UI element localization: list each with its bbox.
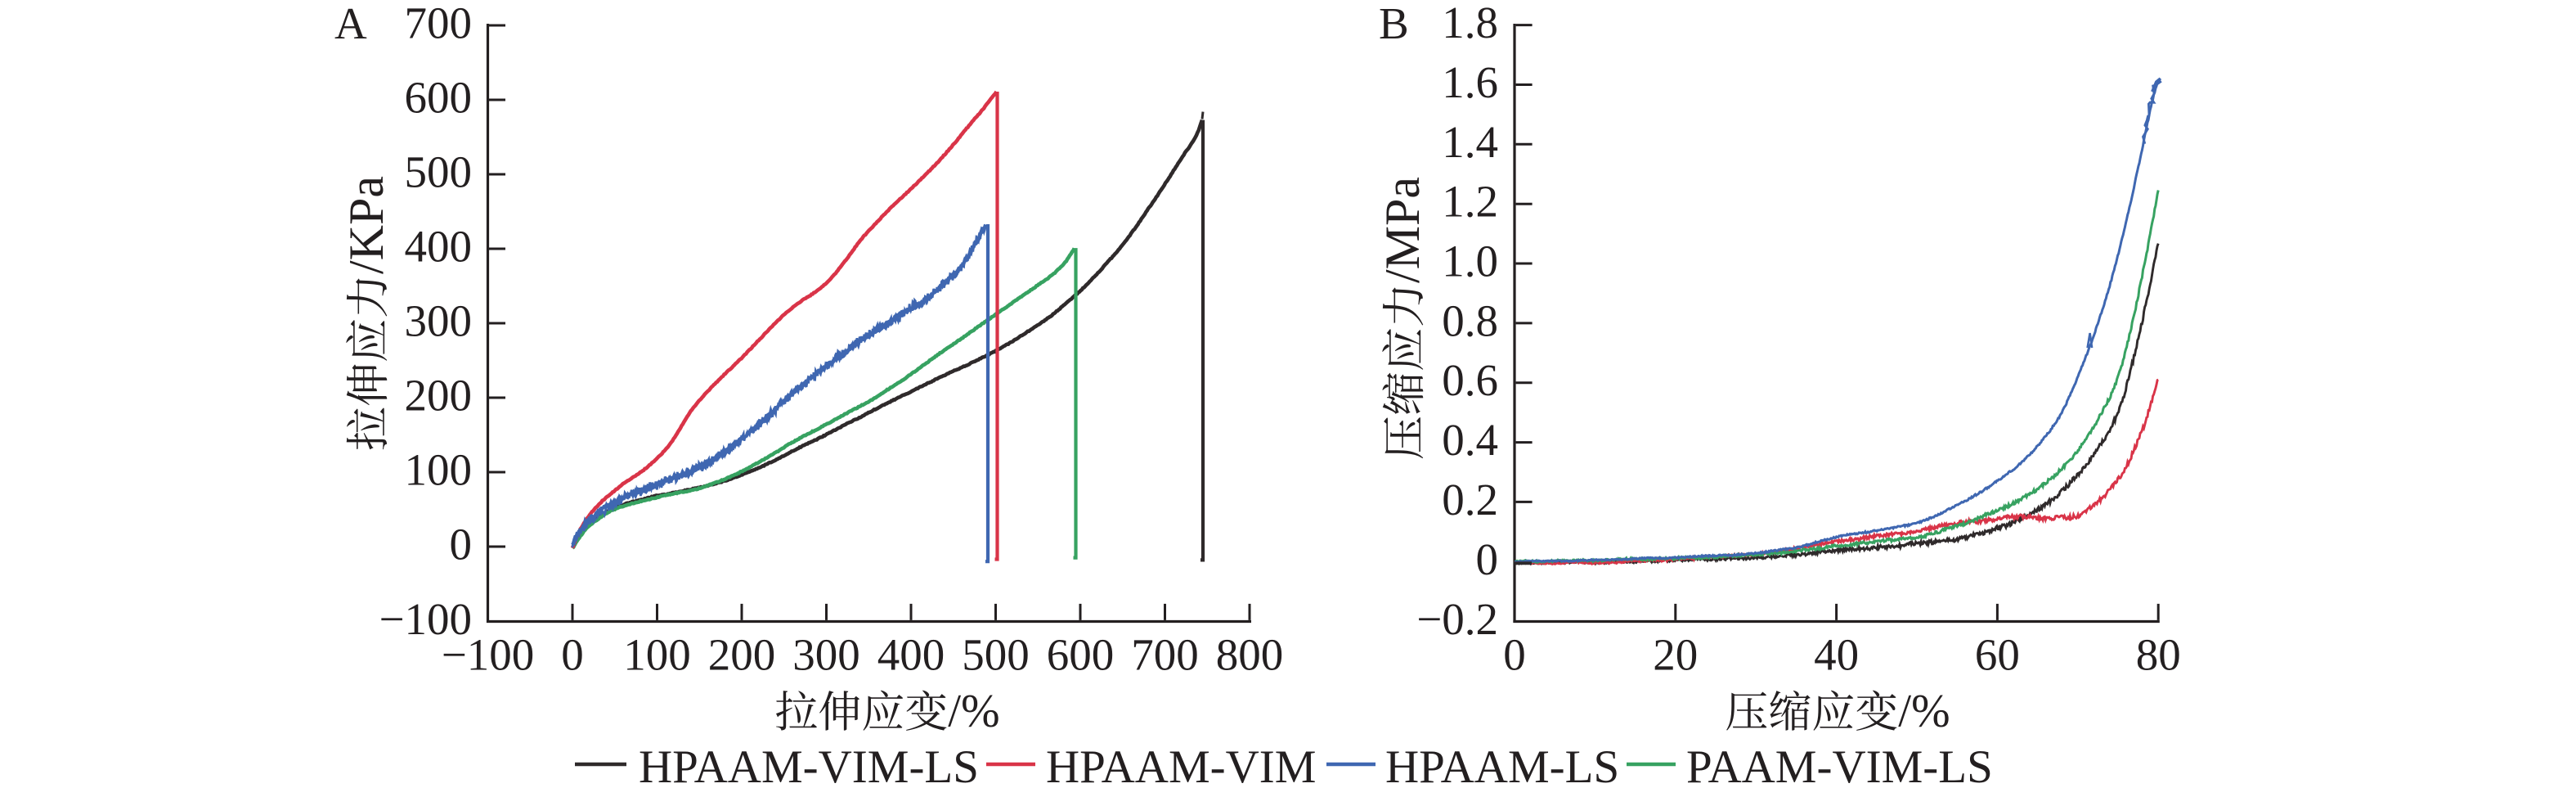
svg-text:0.2: 0.2 [1442,475,1498,525]
svg-text:60: 60 [1975,630,2020,680]
svg-text:−100: −100 [442,630,535,680]
svg-text:HPAAM-VIM: HPAAM-VIM [1046,741,1316,793]
svg-text:1.4: 1.4 [1442,117,1498,167]
svg-text:800: 800 [1216,630,1284,680]
svg-text:1.6: 1.6 [1442,57,1498,107]
svg-text:/%: /% [1898,686,1950,737]
svg-text:100: 100 [405,445,473,495]
svg-text:200: 200 [405,371,473,421]
svg-text:700: 700 [405,0,473,48]
svg-text:0: 0 [1476,534,1499,584]
svg-text:0.6: 0.6 [1442,355,1498,405]
svg-text:1.2: 1.2 [1442,177,1498,227]
svg-text:−0.2: −0.2 [1416,594,1498,644]
svg-text:20: 20 [1653,630,1698,680]
svg-text:400: 400 [877,630,945,680]
svg-text:600: 600 [1047,630,1115,680]
svg-text:400: 400 [405,222,473,272]
svg-text:700: 700 [1131,630,1199,680]
svg-text:HPAAM-LS: HPAAM-LS [1385,741,1619,793]
svg-text:0.4: 0.4 [1442,415,1498,465]
svg-text:300: 300 [405,296,473,346]
svg-text:A: A [334,0,367,48]
svg-text:40: 40 [1814,630,1859,680]
svg-text:−100: −100 [379,594,472,644]
svg-text:B: B [1379,0,1409,48]
svg-text:200: 200 [708,630,776,680]
svg-text:1.8: 1.8 [1442,0,1498,47]
svg-text:PAAM-VIM-LS: PAAM-VIM-LS [1686,741,1993,793]
svg-text:0: 0 [450,520,473,570]
svg-text:0: 0 [1503,630,1526,680]
svg-text:80: 80 [2136,630,2181,680]
svg-text:HPAAM-VIM-LS: HPAAM-VIM-LS [639,741,979,793]
svg-text:/KPa: /KPa [339,176,393,274]
svg-text:/MPa: /MPa [1376,177,1429,283]
svg-text:500: 500 [405,147,473,197]
svg-text:0.8: 0.8 [1442,295,1498,345]
svg-text:300: 300 [792,630,860,680]
svg-text:100: 100 [623,630,691,680]
svg-text:0: 0 [561,630,584,680]
svg-text:600: 600 [405,73,473,123]
svg-text:/%: /% [948,686,999,737]
svg-text:500: 500 [962,630,1030,680]
svg-text:1.0: 1.0 [1442,236,1498,286]
